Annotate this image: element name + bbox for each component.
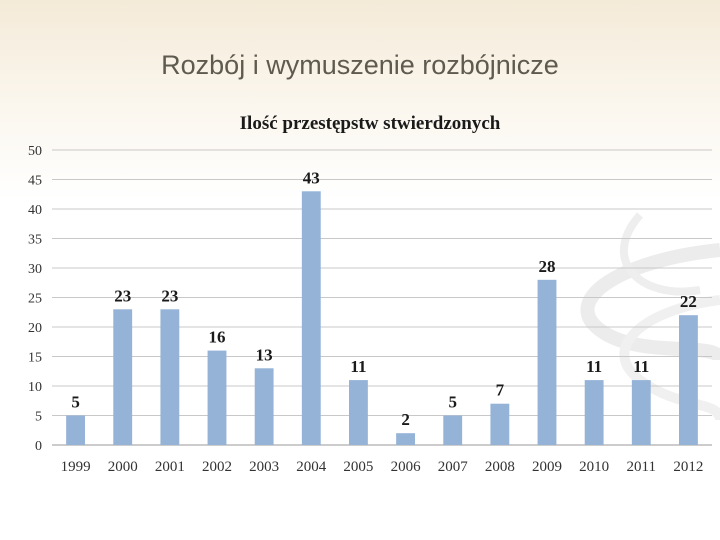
- x-tick-label-2012: 2012: [673, 459, 703, 475]
- y-tick-label: 40: [28, 203, 42, 218]
- x-tick-label-2006: 2006: [391, 459, 422, 475]
- bar-2000: [113, 309, 133, 445]
- y-tick-label: 25: [28, 292, 42, 307]
- y-axis-ticks: 0 5 10 15 20 25 30 35 40 45 50: [28, 144, 42, 454]
- data-label-2002: 16: [209, 328, 226, 347]
- x-tick-label-2000: 2000: [108, 459, 138, 475]
- y-tick-label: 0: [35, 439, 42, 454]
- data-label-2006: 2: [401, 410, 410, 429]
- data-label-2011: 11: [633, 357, 649, 376]
- y-tick-label: 15: [28, 351, 42, 366]
- y-tick-label: 20: [28, 321, 42, 336]
- slide-title: Rozbój i wymuszenie rozbójnicze: [161, 50, 559, 80]
- x-tick-label-2011: 2011: [627, 459, 656, 475]
- y-tick-label: 30: [28, 262, 42, 277]
- bars: [66, 191, 698, 445]
- x-tick-label-2005: 2005: [343, 459, 373, 475]
- x-tick-label-2004: 2004: [296, 459, 327, 475]
- y-tick-label: 45: [28, 174, 42, 189]
- x-tick-label-1999: 1999: [61, 459, 91, 475]
- bar-2006: [396, 433, 415, 445]
- data-label-2003: 13: [256, 345, 273, 364]
- bar-2007: [443, 415, 463, 445]
- data-label-2008: 7: [496, 381, 505, 400]
- bar-2010: [584, 380, 604, 445]
- x-tick-label-2002: 2002: [202, 459, 232, 475]
- bar-2005: [349, 380, 368, 445]
- data-label-2007: 5: [448, 393, 457, 412]
- y-tick-label: 5: [35, 410, 42, 425]
- data-label-2004: 43: [303, 168, 320, 187]
- y-tick-label: 35: [28, 233, 42, 248]
- y-tick-label: 10: [28, 380, 42, 395]
- bar-2004: [301, 191, 321, 445]
- data-labels: 5 23 23 16 13 43 11 2 5 7 28 11 11 22: [71, 168, 697, 429]
- x-tick-label-2003: 2003: [249, 459, 279, 475]
- x-tick-label-2001: 2001: [155, 459, 185, 475]
- x-tick-label-2007: 2007: [438, 459, 469, 475]
- chart-title: Ilość przestępstw stwierdzonych: [240, 113, 501, 134]
- bar-2001: [160, 309, 180, 445]
- x-tick-label-2009: 2009: [532, 459, 562, 475]
- bar-2012: [679, 315, 698, 445]
- y-tick-label: 50: [28, 144, 42, 159]
- gridlines: [52, 149, 712, 446]
- data-label-2000: 23: [114, 286, 131, 305]
- bar-2011: [631, 380, 651, 445]
- x-tick-label-2010: 2010: [579, 459, 609, 475]
- x-axis-ticks: 1999 2000 2001 2002 2003 2004 2005 2006 2007 2008…: [61, 459, 704, 475]
- data-label-2012: 22: [680, 292, 697, 311]
- data-label-2005: 11: [350, 357, 366, 376]
- data-label-2009: 28: [539, 257, 556, 276]
- data-label-2001: 23: [161, 286, 178, 305]
- bar-2003: [254, 368, 274, 445]
- data-label-1999: 5: [71, 393, 80, 412]
- bar-2009: [537, 279, 557, 445]
- data-label-2010: 11: [586, 357, 602, 376]
- bar-1999: [66, 415, 85, 445]
- x-tick-label-2008: 2008: [485, 459, 515, 475]
- bar-2008: [490, 403, 510, 445]
- bar-2002: [207, 350, 227, 445]
